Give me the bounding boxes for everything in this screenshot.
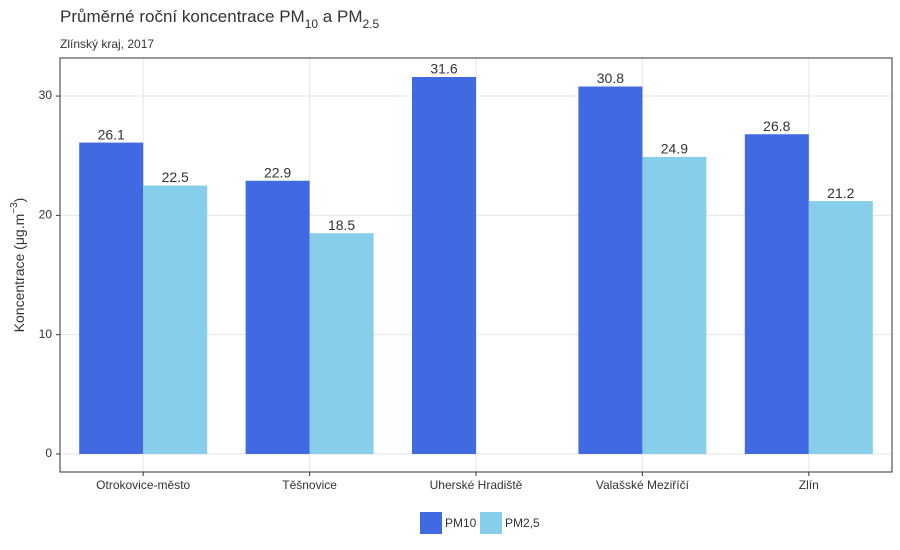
legend-swatch <box>480 512 502 534</box>
value-label: 31.6 <box>430 61 457 77</box>
value-label: 21.2 <box>827 185 854 201</box>
y-tick-label: 30 <box>39 88 53 102</box>
value-label: 24.9 <box>661 141 688 157</box>
bar <box>79 142 144 454</box>
chart-title: Průměrné roční koncentrace PM10 a PM2.5 <box>60 7 379 31</box>
text-part: 10 <box>305 17 319 31</box>
x-tick-label: Uherské Hradiště <box>430 478 523 492</box>
legend-label: PM2,5 <box>505 516 540 530</box>
y-tick-label: 10 <box>39 327 53 341</box>
value-label: 26.8 <box>763 118 790 134</box>
value-label: 22.5 <box>162 169 189 185</box>
bar <box>808 201 873 454</box>
y-axis-label: Koncentrace (μg.m−3) <box>9 198 27 333</box>
text-part: 2.5 <box>362 17 379 31</box>
y-tick-label: 20 <box>39 208 53 222</box>
legend-label: PM10 <box>445 516 477 530</box>
x-tick-label: Valašské Meziříčí <box>596 478 690 492</box>
value-label: 30.8 <box>597 70 624 86</box>
text-part: ) <box>11 198 27 203</box>
y-tick-label: 0 <box>45 446 52 460</box>
value-label: 22.9 <box>264 164 291 180</box>
bar <box>412 76 476 454</box>
x-tick-label: Otrokovice-město <box>96 478 190 492</box>
bar <box>642 156 707 454</box>
x-tick-label: Těšnovice <box>282 478 337 492</box>
bar <box>578 86 643 454</box>
text-part: a PM <box>318 7 362 26</box>
value-label: 26.1 <box>98 126 125 142</box>
text-part: Průměrné roční koncentrace PM <box>60 7 305 26</box>
x-tick-label: Zlín <box>799 478 819 492</box>
chart-subtitle: Zlínský kraj, 2017 <box>60 37 154 51</box>
bar <box>245 180 310 454</box>
text-part: Koncentrace (μg.m <box>11 214 27 333</box>
bar <box>309 233 374 454</box>
legend-swatch <box>420 512 442 534</box>
bar <box>143 185 208 454</box>
text-part: −3 <box>9 202 20 214</box>
value-label: 18.5 <box>328 217 355 233</box>
bar <box>744 134 809 454</box>
plot-border <box>59 57 893 473</box>
